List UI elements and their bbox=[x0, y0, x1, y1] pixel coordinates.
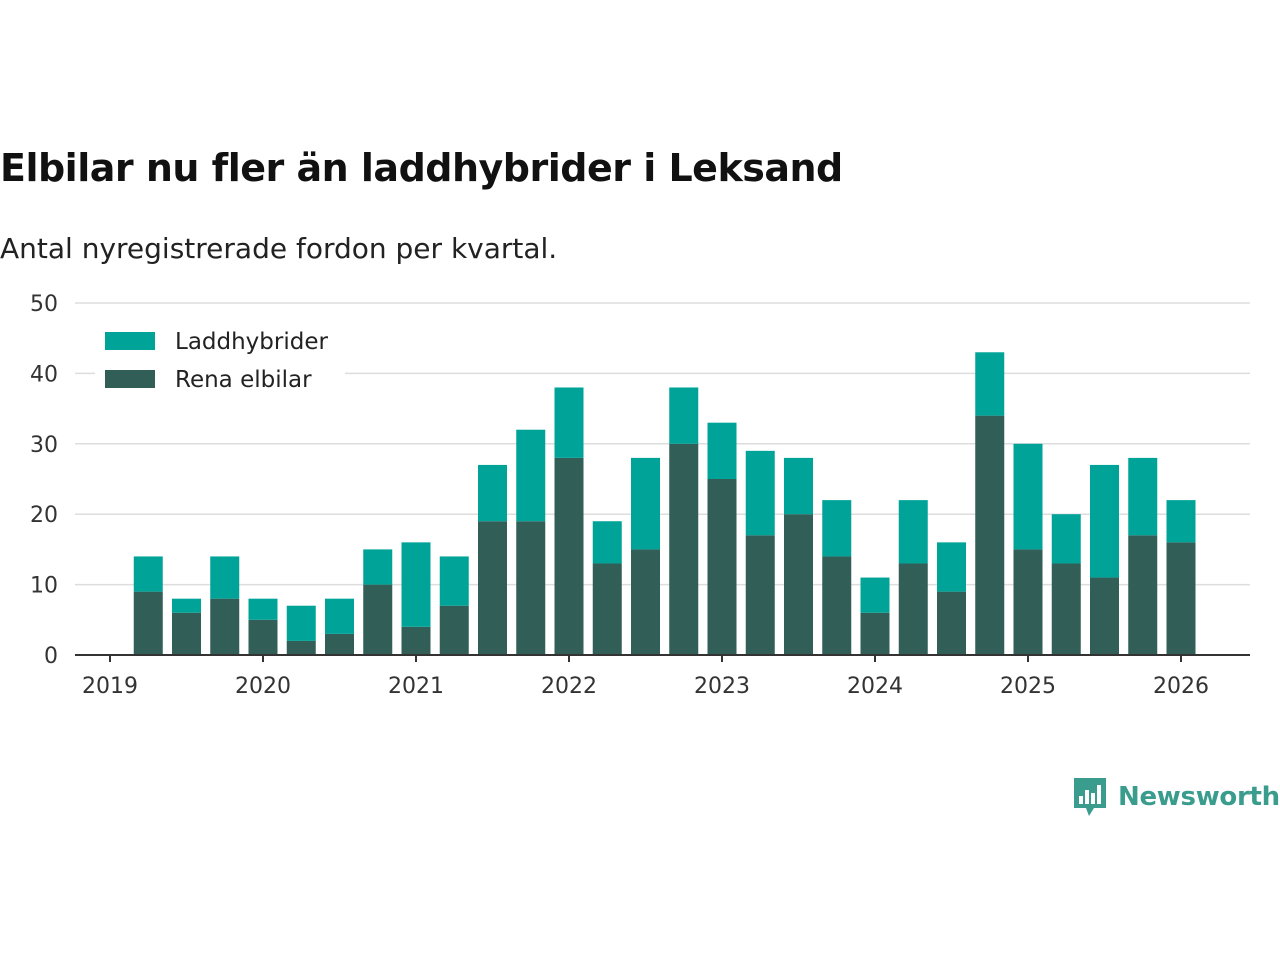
bar-rena-elbilar bbox=[1013, 549, 1043, 655]
stacked-bar-chart: 0 10 20 30 40 50 2019 2020 2021 2022 2023 2024 2025… bbox=[30, 292, 1250, 699]
y-tick-label: 50 bbox=[30, 292, 58, 317]
bar-laddhybrider bbox=[784, 457, 813, 515]
bar-laddhybrider bbox=[172, 598, 201, 613]
bar-rena-elbilar bbox=[592, 563, 622, 655]
bar-laddhybrider bbox=[554, 387, 584, 458]
bar-rena-elbilar bbox=[898, 563, 928, 655]
bar-rena-elbilar bbox=[210, 598, 240, 655]
bar-rena-elbilar bbox=[172, 612, 201, 655]
bar-laddhybrider bbox=[133, 556, 163, 592]
bar-rena-elbilar bbox=[325, 633, 354, 655]
y-tick-label: 30 bbox=[30, 433, 58, 458]
newsworthy-logo-icon bbox=[1074, 778, 1106, 816]
bar-rena-elbilar bbox=[401, 626, 431, 655]
bar-laddhybrider bbox=[1090, 464, 1119, 578]
x-tick-label: 2020 bbox=[235, 674, 291, 699]
x-tick-label: 2022 bbox=[541, 674, 597, 699]
bar-laddhybrider bbox=[286, 605, 316, 641]
bar-rena-elbilar bbox=[248, 619, 278, 655]
legend: Laddhybrider Rena elbilar bbox=[95, 322, 345, 404]
bar-laddhybrider bbox=[439, 556, 469, 606]
bar-laddhybrider bbox=[1013, 443, 1043, 550]
bar-laddhybrider bbox=[248, 598, 278, 620]
bar-rena-elbilar bbox=[1128, 535, 1158, 655]
y-tick-label: 20 bbox=[30, 503, 58, 528]
x-tick-label: 2019 bbox=[82, 674, 138, 699]
x-axis: 2019 2020 2021 2022 2023 2024 2025 2026 bbox=[75, 654, 1250, 699]
x-tick-label: 2024 bbox=[847, 674, 903, 699]
y-axis-ticks: 0 10 20 30 40 50 bbox=[30, 292, 58, 669]
x-tick-label: 2025 bbox=[1000, 674, 1056, 699]
bar-rena-elbilar bbox=[860, 612, 890, 655]
bar-laddhybrider bbox=[478, 464, 507, 522]
chart-title: Elbilar nu fler än laddhybrider i Leksan… bbox=[0, 146, 843, 190]
bar-rena-elbilar bbox=[516, 521, 546, 655]
bar-rena-elbilar bbox=[1090, 577, 1119, 655]
bar-rena-elbilar bbox=[822, 556, 852, 655]
bar-laddhybrider bbox=[592, 521, 622, 564]
bar-rena-elbilar bbox=[478, 521, 507, 655]
bar-rena-elbilar bbox=[937, 591, 966, 655]
bar-rena-elbilar bbox=[363, 584, 393, 655]
legend-label-rena-elbilar: Rena elbilar bbox=[175, 367, 312, 393]
x-tick-label: 2023 bbox=[694, 674, 750, 699]
newsworthy-wordmark: Newsworthy bbox=[1118, 782, 1280, 812]
y-tick-label: 10 bbox=[30, 574, 58, 599]
legend-swatch-laddhybrider bbox=[105, 332, 155, 350]
bar-laddhybrider bbox=[210, 556, 240, 599]
bar-rena-elbilar bbox=[439, 605, 469, 655]
bar-rena-elbilar bbox=[669, 443, 699, 655]
bar-laddhybrider bbox=[745, 450, 775, 536]
bar-laddhybrider bbox=[631, 457, 660, 550]
y-tick-label: 0 bbox=[44, 644, 58, 669]
bar-rena-elbilar bbox=[784, 514, 813, 655]
bar-rena-elbilar bbox=[554, 457, 584, 655]
bar-laddhybrider bbox=[516, 429, 546, 522]
bars bbox=[133, 352, 1196, 655]
x-tick-label: 2021 bbox=[388, 674, 444, 699]
bar-laddhybrider bbox=[898, 500, 928, 564]
bar-laddhybrider bbox=[860, 577, 890, 613]
bar-laddhybrider bbox=[1051, 514, 1081, 564]
bar-laddhybrider bbox=[401, 542, 431, 627]
bar-laddhybrider bbox=[975, 352, 1005, 416]
bar-laddhybrider bbox=[363, 549, 393, 585]
bar-rena-elbilar bbox=[745, 535, 775, 655]
newsworthy-logo: Newsworthy bbox=[1072, 776, 1280, 818]
y-tick-label: 40 bbox=[30, 362, 58, 387]
bar-rena-elbilar bbox=[631, 549, 660, 655]
x-tick-label: 2026 bbox=[1153, 674, 1209, 699]
bar-laddhybrider bbox=[325, 598, 354, 634]
bar-rena-elbilar bbox=[133, 591, 163, 655]
chart-subtitle: Antal nyregistrerade fordon per kvartal. bbox=[0, 232, 558, 265]
bar-rena-elbilar bbox=[286, 640, 316, 655]
bar-laddhybrider bbox=[937, 542, 966, 592]
bar-laddhybrider bbox=[822, 500, 852, 557]
bar-rena-elbilar bbox=[1166, 542, 1196, 655]
bar-rena-elbilar bbox=[975, 415, 1005, 655]
bar-laddhybrider bbox=[1166, 500, 1196, 543]
legend-label-laddhybrider: Laddhybrider bbox=[175, 329, 328, 355]
bar-laddhybrider bbox=[669, 387, 699, 444]
bar-laddhybrider bbox=[1128, 457, 1158, 536]
bar-laddhybrider bbox=[707, 422, 737, 479]
legend-swatch-rena-elbilar bbox=[105, 370, 155, 388]
bar-rena-elbilar bbox=[707, 479, 737, 655]
bar-rena-elbilar bbox=[1051, 563, 1081, 655]
